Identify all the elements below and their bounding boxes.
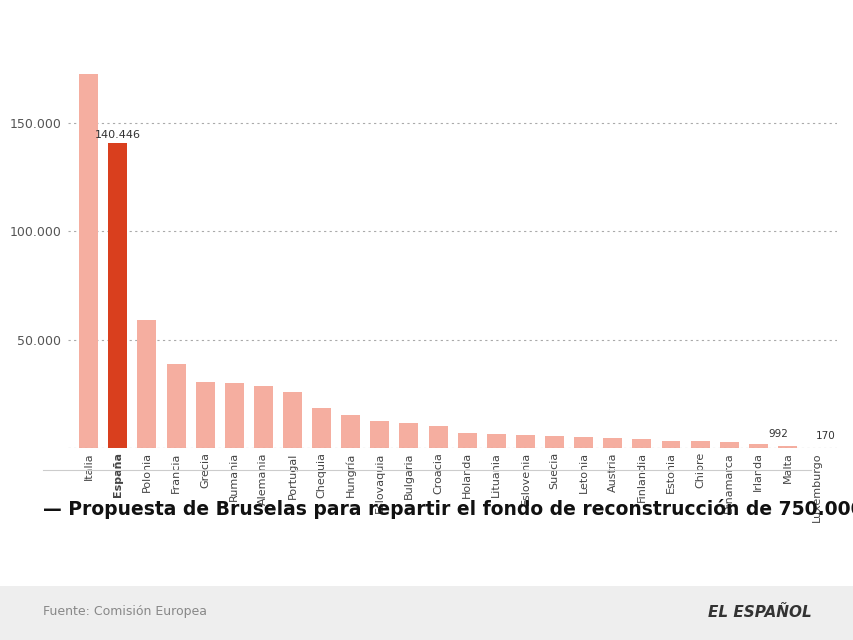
Text: — Propuesta de Bruselas para repartir el fondo de reconstrucción de 750.000 mill: — Propuesta de Bruselas para repartir el… [43,499,853,519]
Bar [777,446,796,448]
Bar [544,436,563,448]
Bar [282,392,302,448]
Bar [399,423,418,448]
Bar [370,421,389,448]
Bar [661,440,680,448]
Bar [515,435,534,448]
Bar [166,364,185,448]
Text: 992: 992 [768,429,787,439]
Bar [428,426,447,448]
Bar [632,438,651,448]
Text: EL ESPAÑOL: EL ESPAÑOL [707,605,810,620]
Bar [195,382,214,448]
Bar [573,436,592,448]
Bar [253,386,272,448]
Bar [602,438,622,448]
Bar [79,74,98,448]
Bar [341,415,360,448]
Bar [719,442,738,448]
Text: 140.446: 140.446 [95,130,141,140]
Bar [224,383,243,448]
Bar [312,408,331,448]
Text: 170: 170 [815,431,834,441]
Bar [486,434,505,448]
Bar [457,433,476,448]
Bar [137,320,156,448]
Bar [748,444,767,448]
Bar [108,143,127,448]
Bar [690,441,709,448]
Text: Fuente: Comisión Europea: Fuente: Comisión Europea [43,605,206,618]
